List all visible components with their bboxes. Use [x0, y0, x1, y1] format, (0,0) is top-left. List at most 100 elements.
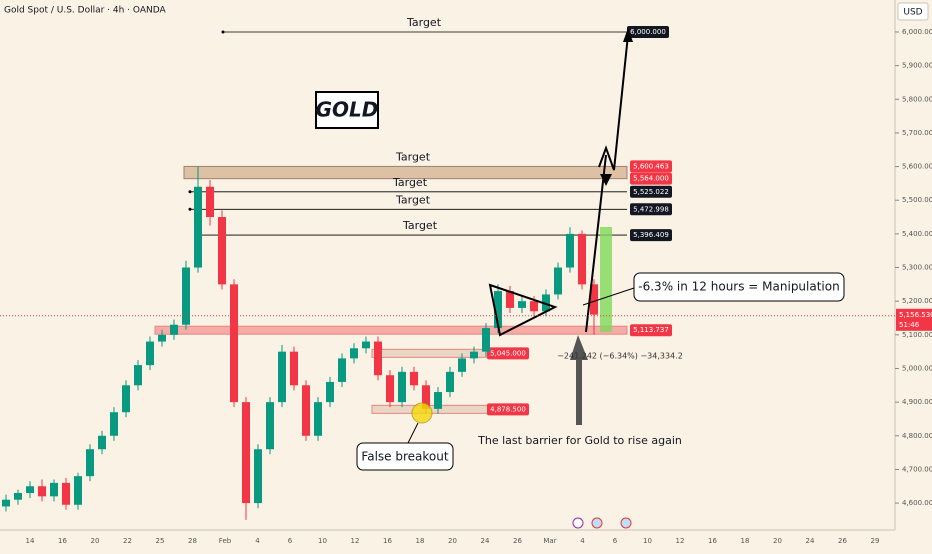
x-tick-label: 24 — [481, 537, 490, 545]
candle-body — [62, 482, 70, 505]
price-label-box — [630, 229, 672, 242]
price-label-box — [630, 160, 672, 173]
candle-body — [302, 385, 310, 436]
line-end — [188, 190, 192, 194]
candle-body — [50, 482, 58, 497]
candle-body — [530, 301, 538, 312]
candle-body — [98, 435, 106, 450]
candle-body — [134, 365, 142, 386]
candle-body — [242, 402, 250, 504]
support-zone — [371, 348, 501, 358]
candle-body — [14, 492, 22, 500]
x-tick-label: 16 — [58, 537, 67, 545]
price-label: 5,472.998 — [633, 205, 669, 213]
price-label-box — [630, 203, 672, 216]
candle-body — [590, 284, 598, 315]
last-price-box — [896, 308, 932, 331]
x-tick-label: 4 — [580, 537, 585, 545]
y-tick-label: 5,000.000 — [902, 364, 932, 372]
candle-body — [26, 486, 34, 493]
candle-body — [422, 385, 430, 409]
price-label: 5,396.409 — [633, 231, 669, 239]
arrow-head — [600, 174, 612, 186]
y-tick-label: 4,600.000 — [902, 499, 932, 507]
price-label: 5,045.000 — [490, 349, 526, 357]
breakout-marker — [411, 402, 433, 424]
arrow-head — [623, 28, 633, 42]
target-label: Target — [395, 150, 431, 163]
candle-body — [110, 412, 118, 436]
candle-body — [446, 371, 454, 393]
support-zone — [154, 325, 628, 335]
y-tick-label: 5,400.000 — [902, 230, 932, 238]
barrier-arrow — [570, 335, 588, 425]
candle-body — [254, 449, 262, 504]
triangle-pattern — [488, 283, 558, 337]
candle-body — [278, 351, 286, 403]
y-tick-label: 5,800.000 — [902, 95, 932, 103]
candle-body — [230, 284, 238, 403]
event-icon — [591, 517, 603, 529]
x-tick-label: 12 — [676, 537, 685, 545]
y-tick-label: 5,100.000 — [902, 331, 932, 339]
symbol: Gold Spot / U.S. Dollar · 4h · OANDA — [4, 6, 166, 16]
x-tick-label: 18 — [416, 537, 425, 545]
barrier-note: The last barrier for Gold to rise again — [477, 434, 682, 447]
candle-body — [458, 358, 466, 372]
x-tick-label: 18 — [741, 537, 750, 545]
candle-body — [266, 402, 274, 450]
x-tick-label: Feb — [219, 537, 232, 545]
y-tick-label: 5,600.000 — [902, 163, 932, 171]
y-tick-label: 5,700.000 — [902, 129, 932, 137]
candle-body — [146, 341, 154, 366]
target-label: Target — [402, 219, 438, 232]
price-label: 6,000.000 — [630, 28, 666, 36]
candle-body — [86, 449, 94, 477]
candle-body — [194, 186, 202, 268]
y-tick-label: 4,800.000 — [902, 432, 932, 440]
price-label: 5,564.000 — [633, 175, 669, 183]
price-label-box — [630, 172, 672, 185]
candle-body — [494, 291, 502, 329]
x-tick-label: 16 — [383, 537, 392, 545]
candle-body — [374, 341, 382, 376]
candle-body — [482, 328, 490, 352]
candle-body — [182, 267, 190, 325]
price-label-box — [487, 403, 529, 416]
x-tick-label: 20 — [448, 537, 457, 545]
measure-text: −241.242 (−6.34%) −34,334.2 — [557, 352, 683, 361]
candle-body — [350, 348, 358, 359]
candle-body — [566, 233, 574, 268]
candle-body — [554, 267, 562, 295]
candle-body — [434, 392, 442, 409]
candle-body — [326, 381, 334, 403]
callout-line — [582, 287, 635, 306]
y-tick-label: 4,700.000 — [902, 465, 932, 473]
currency-box — [897, 2, 929, 21]
x-tick-label: Mar — [543, 537, 556, 545]
candle-body — [410, 371, 418, 386]
x-tick-label: 12 — [351, 537, 360, 545]
x-tick-label: 14 — [26, 537, 35, 545]
line-end — [188, 207, 192, 211]
candle-body — [314, 402, 322, 436]
title-box — [315, 91, 379, 129]
x-tick-label: 6 — [613, 537, 618, 545]
line-end — [221, 30, 225, 34]
last-price: 5,156.530 — [899, 311, 932, 319]
price-label: 5,600.463 — [633, 162, 669, 170]
countdown: 51:46 — [899, 321, 920, 329]
event-icon — [572, 517, 584, 529]
y-tick-label: 5,300.000 — [902, 264, 932, 272]
callout-box — [633, 272, 845, 302]
x-tick-label: 22 — [123, 537, 132, 545]
candle-body — [470, 351, 478, 359]
target-label: Target — [392, 176, 428, 189]
x-tick-label: 25 — [156, 537, 165, 545]
candle-body — [2, 499, 10, 507]
price-label-box — [487, 347, 529, 360]
arrow-path — [598, 34, 629, 171]
y-tick-label: 5,200.000 — [902, 297, 932, 305]
callout-box — [356, 442, 454, 471]
